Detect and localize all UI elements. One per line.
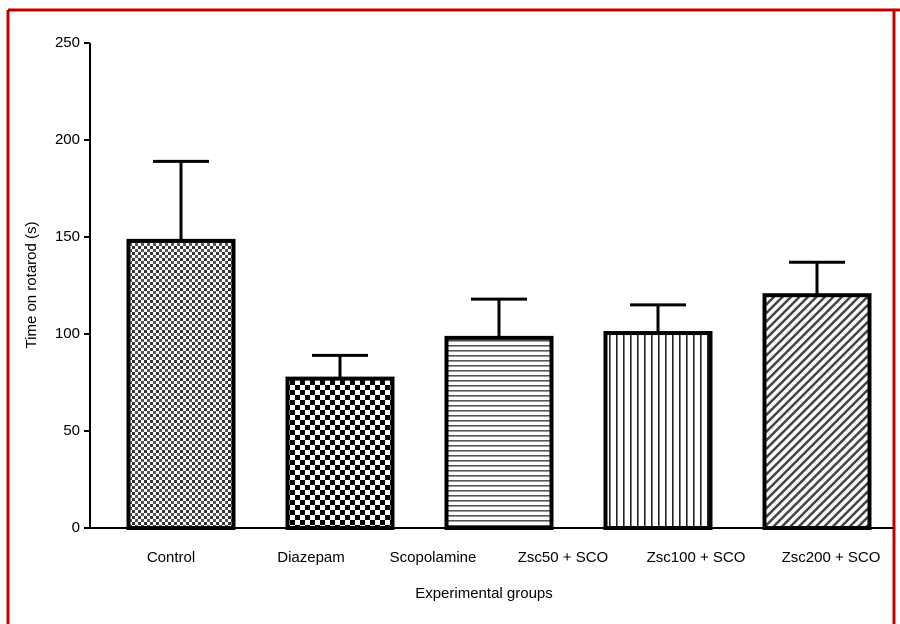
bar — [762, 293, 872, 531]
y-tick-label: 50 — [63, 422, 80, 439]
x-tick-label: Diazepam — [277, 549, 345, 566]
y-tick-label: 0 — [72, 519, 80, 536]
frame — [6, 8, 900, 624]
x-tick-label: Zsc100 + SCO — [647, 549, 746, 566]
bar — [444, 335, 554, 530]
y-tick-label: 100 — [55, 325, 80, 342]
x-tick-label: Control — [147, 549, 195, 566]
y-axis-label: Time on rotarod (s) — [23, 222, 40, 349]
x-tick-label: Scopolamine — [390, 549, 477, 566]
bar — [603, 331, 713, 530]
x-tick-label: Zsc200 + SCO — [782, 549, 881, 566]
bar — [126, 238, 236, 530]
x-axis-label: Experimental groups — [415, 585, 553, 602]
bar — [285, 376, 395, 530]
x-tick-label: Zsc50 + SCO — [518, 549, 608, 566]
y-tick-label: 150 — [55, 228, 80, 245]
y-tick-label: 250 — [55, 34, 80, 51]
y-tick-label: 200 — [55, 131, 80, 148]
